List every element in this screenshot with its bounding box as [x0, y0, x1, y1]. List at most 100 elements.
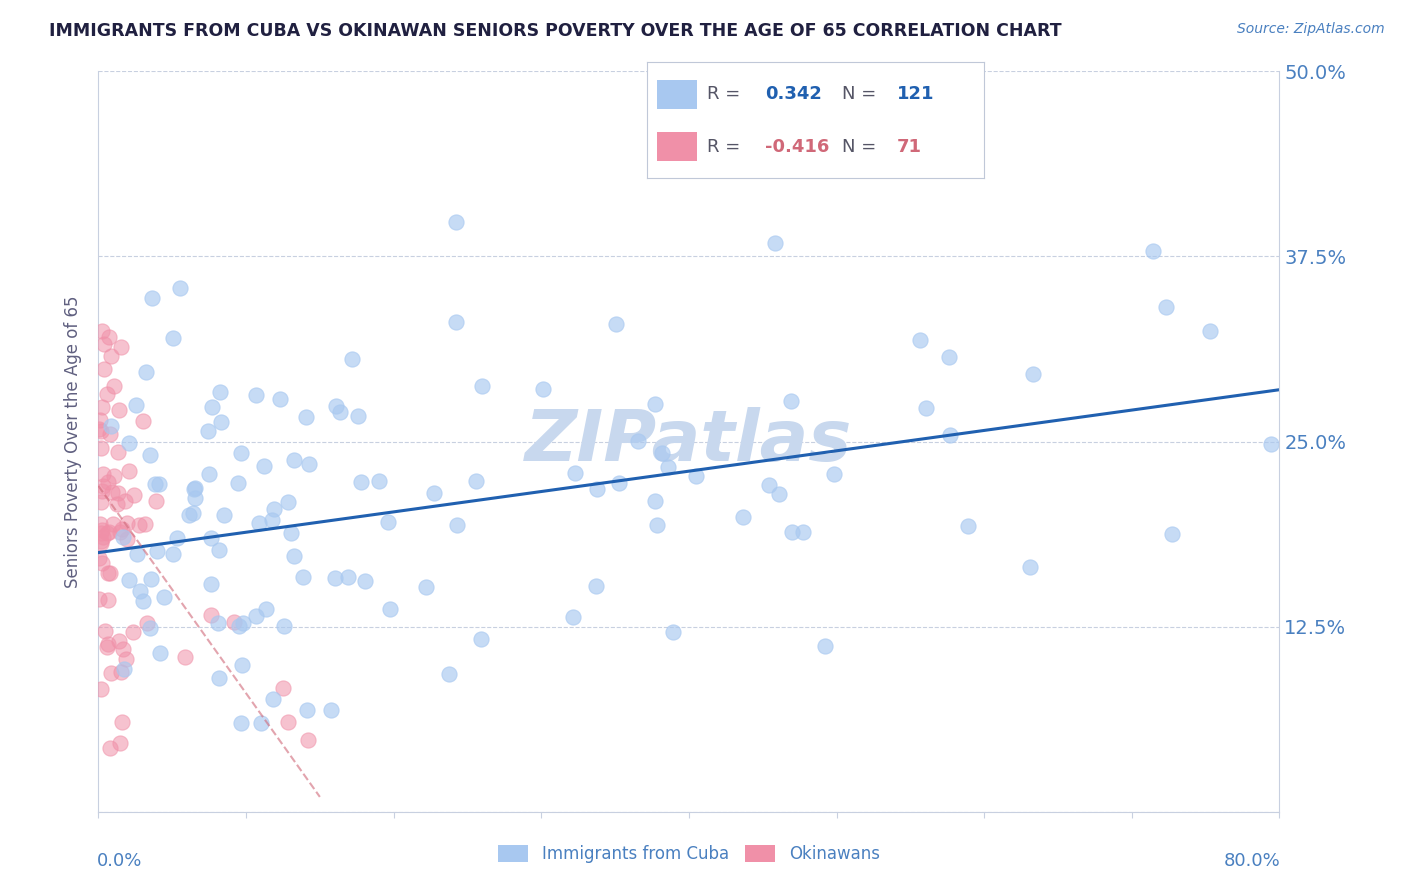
Text: N =: N =	[842, 86, 877, 103]
Point	[211, 416, 233, 430]
Point	[415, 581, 437, 595]
Point	[200, 607, 222, 622]
Point	[207, 616, 229, 631]
Point	[118, 573, 141, 587]
Point	[111, 715, 134, 730]
Point	[283, 549, 305, 563]
Point	[446, 518, 468, 533]
Point	[377, 515, 399, 529]
Point	[437, 667, 460, 681]
Y-axis label: Seniors Poverty Over the Age of 65: Seniors Poverty Over the Age of 65	[65, 295, 83, 588]
Point	[91, 484, 114, 499]
Point	[87, 550, 110, 565]
Point	[89, 591, 111, 606]
Point	[295, 410, 318, 425]
Point	[90, 324, 112, 338]
Point	[1161, 527, 1184, 541]
Point	[250, 715, 273, 730]
Point	[183, 491, 205, 506]
Point	[685, 469, 707, 483]
Point	[105, 497, 128, 511]
Point	[162, 547, 184, 561]
Point	[245, 608, 267, 623]
Point	[108, 403, 131, 417]
Point	[108, 634, 131, 648]
Point	[277, 495, 299, 509]
Point	[96, 640, 118, 654]
Point	[143, 476, 166, 491]
Point	[90, 533, 112, 548]
Point	[115, 516, 138, 530]
Point	[280, 525, 302, 540]
Point	[93, 361, 115, 376]
Point	[271, 681, 294, 695]
Point	[107, 445, 129, 459]
Point	[423, 486, 446, 500]
Point	[97, 330, 120, 344]
Text: R =: R =	[707, 137, 741, 155]
Point	[323, 570, 346, 584]
Point	[231, 715, 253, 730]
Text: Source: ZipAtlas.com: Source: ZipAtlas.com	[1237, 22, 1385, 37]
Point	[763, 235, 786, 250]
Point	[464, 474, 486, 488]
Point	[254, 602, 277, 616]
Point	[103, 378, 125, 392]
Point	[108, 736, 131, 750]
Point	[169, 281, 191, 295]
Point	[146, 544, 169, 558]
Point	[645, 518, 668, 533]
Point	[97, 637, 120, 651]
Point	[121, 624, 143, 639]
Point	[149, 646, 172, 660]
Bar	[657, 79, 697, 109]
Point	[329, 405, 352, 419]
Point	[378, 601, 401, 615]
Point	[262, 691, 284, 706]
Point	[129, 584, 152, 599]
Point	[222, 615, 245, 629]
Point	[957, 518, 980, 533]
Point	[183, 482, 205, 496]
Point	[758, 478, 780, 492]
Point	[231, 657, 253, 672]
Point	[139, 621, 162, 635]
Point	[91, 479, 114, 493]
Point	[110, 340, 132, 354]
Legend: Immigrants from Cuba, Okinawans: Immigrants from Cuba, Okinawans	[492, 838, 886, 870]
Point	[122, 487, 145, 501]
Point	[564, 466, 586, 480]
Text: 80.0%: 80.0%	[1223, 853, 1281, 871]
Text: ZIPatlas: ZIPatlas	[526, 407, 852, 476]
Point	[662, 625, 685, 640]
Point	[562, 610, 585, 624]
Point	[93, 336, 115, 351]
Point	[181, 506, 204, 520]
Point	[470, 632, 492, 647]
Point	[814, 639, 837, 653]
Text: 71: 71	[897, 137, 921, 155]
Point	[938, 428, 960, 442]
Point	[586, 482, 609, 496]
Point	[117, 435, 139, 450]
Point	[1198, 324, 1220, 338]
Point	[367, 475, 389, 489]
Point	[792, 525, 814, 540]
Bar	[657, 132, 697, 161]
Point	[135, 365, 157, 379]
Point	[263, 502, 285, 516]
Point	[444, 315, 467, 329]
Point	[94, 624, 117, 638]
Point	[823, 467, 845, 481]
Point	[201, 401, 224, 415]
Point	[336, 569, 359, 583]
Text: 121: 121	[897, 86, 934, 103]
Point	[340, 351, 363, 366]
Point	[291, 570, 314, 584]
Point	[107, 486, 129, 500]
Point	[245, 388, 267, 402]
Point	[908, 334, 931, 348]
Point	[132, 593, 155, 607]
Point	[145, 494, 167, 508]
Point	[101, 516, 124, 531]
